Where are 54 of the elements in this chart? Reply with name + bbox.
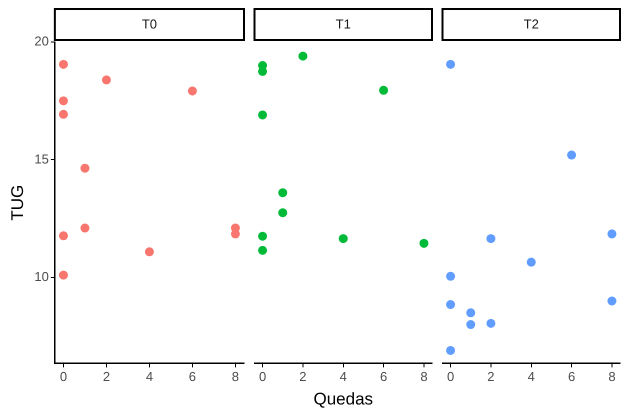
x-tick-label: 0 [60, 368, 68, 384]
point [58, 60, 68, 69]
x-tick-label: 0 [446, 368, 454, 384]
point [338, 234, 348, 244]
x-tick-label: 2 [487, 368, 495, 384]
x-tick-label: 6 [380, 368, 388, 384]
point [607, 296, 616, 306]
point [188, 86, 197, 96]
point [258, 110, 268, 120]
y-axis-title: TUG [8, 184, 27, 221]
point [567, 150, 576, 160]
y-tick-label: 20 [34, 34, 49, 49]
point [58, 231, 68, 240]
point [379, 86, 388, 95]
x-tick-label: 4 [528, 368, 535, 384]
point [58, 96, 68, 106]
y-tick-label: 15 [34, 151, 49, 166]
point [446, 272, 456, 281]
point [278, 188, 288, 198]
point [58, 110, 68, 119]
point [526, 258, 536, 267]
x-tick-label: 6 [188, 368, 196, 384]
point [446, 346, 456, 355]
point [144, 247, 154, 256]
point [298, 52, 308, 61]
point [258, 232, 268, 241]
point [102, 75, 111, 84]
x-tick-label: 4 [146, 368, 154, 384]
point [80, 164, 90, 173]
chart-title: T2 [524, 16, 539, 32]
point [80, 224, 90, 233]
point [486, 234, 496, 244]
x-tick-label: 8 [232, 368, 240, 384]
y-tick-label: 10 [34, 269, 49, 284]
point [446, 60, 456, 69]
point [466, 308, 476, 318]
chart-title: T0 [142, 16, 158, 32]
x-tick-label: 4 [340, 368, 347, 384]
x-tick-label: 2 [299, 368, 307, 384]
point [419, 238, 428, 248]
point [58, 270, 68, 280]
chart-title: T1 [336, 16, 351, 32]
x-tick-label: 6 [568, 368, 576, 384]
x-tick-label: 0 [258, 368, 266, 384]
x-axis-title: Quedas [313, 390, 374, 409]
point [278, 208, 288, 218]
point [486, 318, 496, 328]
x-tick-label: 8 [608, 368, 616, 384]
point [258, 246, 268, 255]
point [466, 320, 476, 330]
point [607, 229, 616, 238]
x-tick-label: 2 [102, 368, 110, 384]
x-tick-label: 8 [420, 368, 428, 384]
point [446, 300, 456, 310]
